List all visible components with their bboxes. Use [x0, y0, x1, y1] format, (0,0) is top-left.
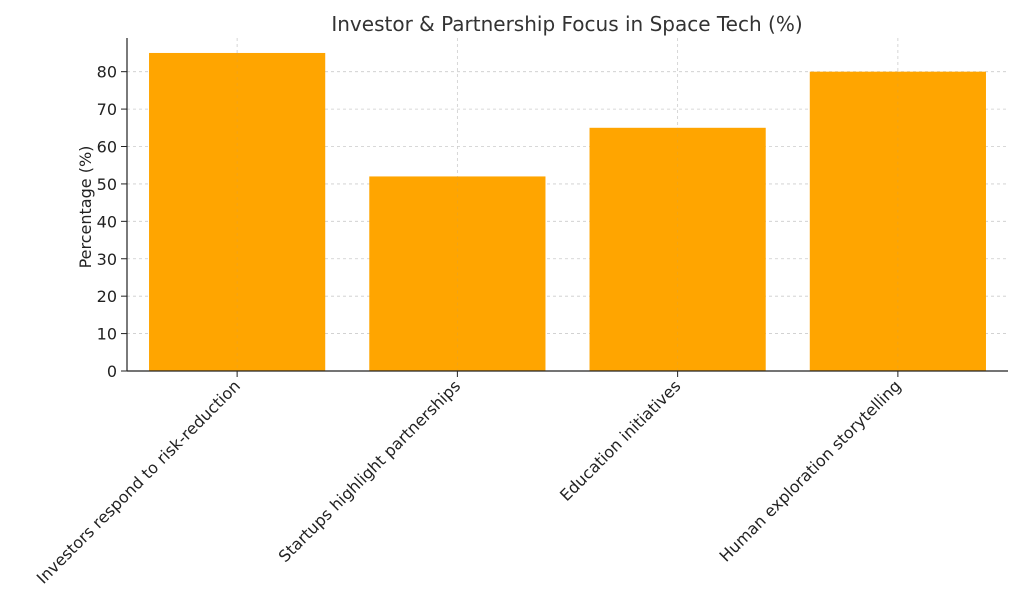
y-tick-label: 40: [97, 212, 117, 231]
y-tick-label: 60: [97, 138, 117, 157]
y-tick-label: 20: [97, 287, 117, 306]
bars: [149, 52, 986, 371]
axes: [121, 38, 1008, 377]
y-tick-label: 80: [97, 63, 117, 82]
x-tick-label: Investors respond to risk-reduction: [33, 376, 244, 587]
y-tick-label: 30: [97, 250, 117, 269]
y-tick-labels: 0 10 20 30 40 50 60 70 80: [97, 63, 117, 381]
y-tick-label: 70: [97, 100, 117, 119]
y-tick-label: 10: [97, 325, 117, 344]
x-tick-label: Startups highlight partnerships: [275, 376, 465, 566]
y-axis-title: Percentage (%): [76, 146, 95, 269]
chart-title: Investor & Partnership Focus in Space Te…: [331, 12, 802, 36]
y-tick-label: 0: [107, 362, 117, 381]
x-tick-labels: Investors respond to risk-reduction Start…: [33, 376, 905, 587]
x-tick-label: Education initiatives: [556, 376, 684, 504]
y-tick-label: 50: [97, 175, 117, 194]
x-tick-label: Human exploration storytelling: [716, 376, 905, 565]
